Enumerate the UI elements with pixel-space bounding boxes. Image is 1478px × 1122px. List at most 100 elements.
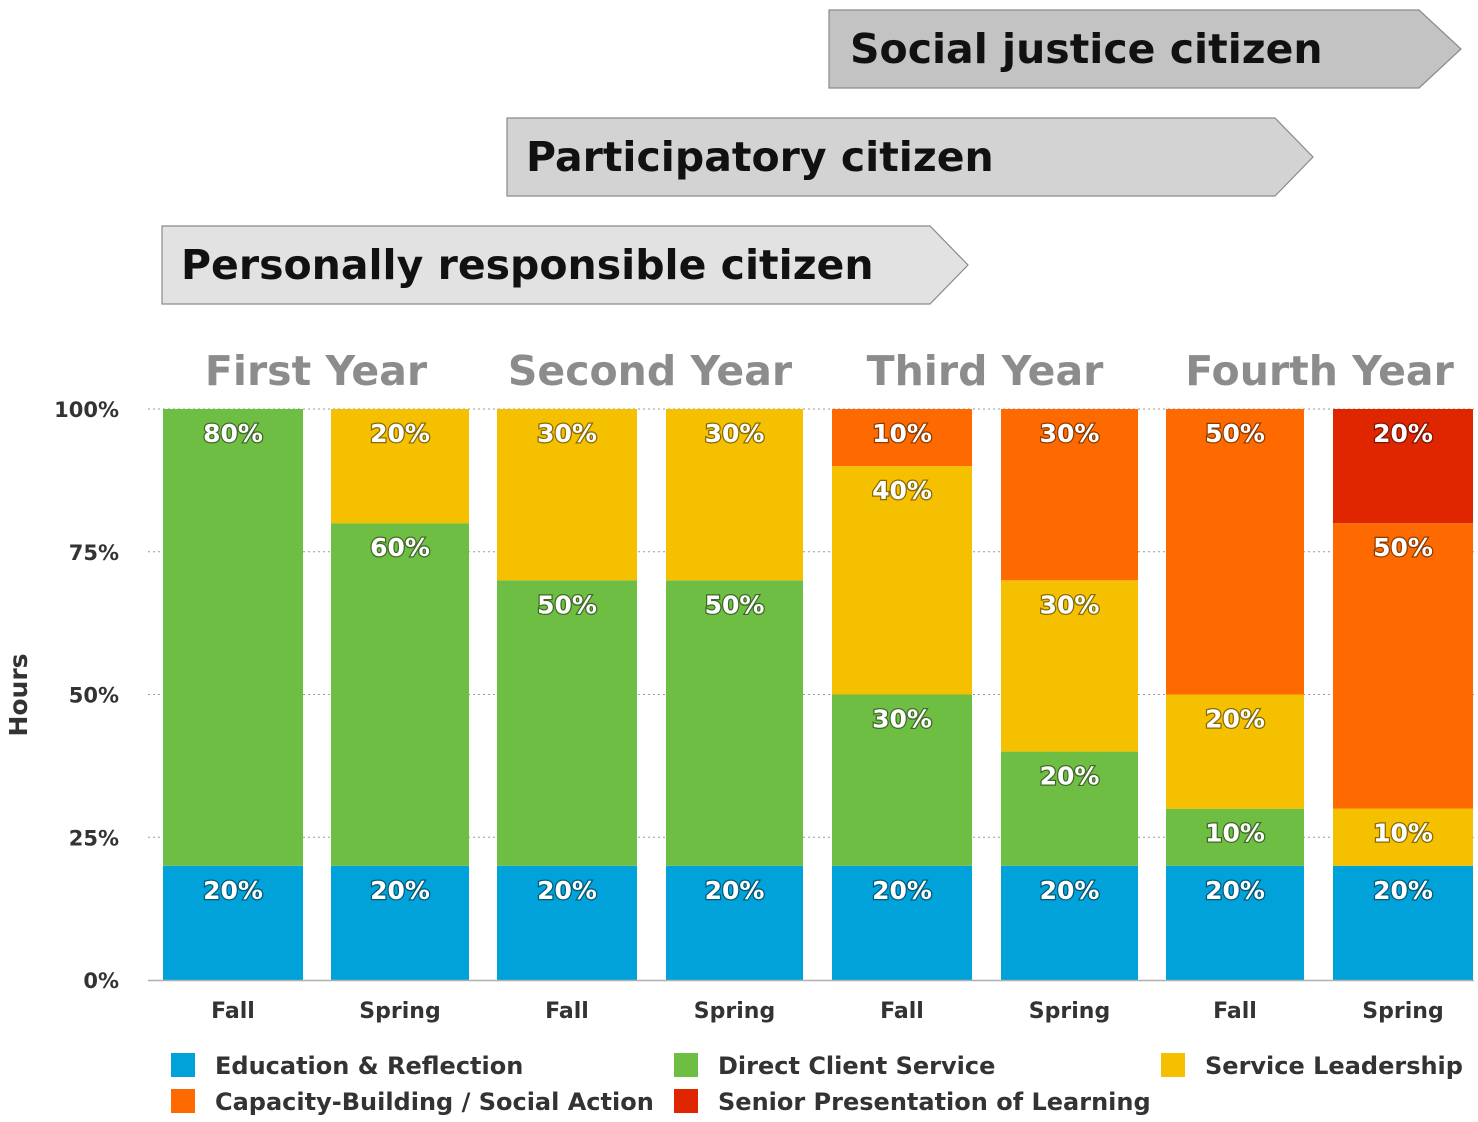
y-tick-label: 0% xyxy=(83,969,119,993)
bar-education-reflection xyxy=(163,865,303,980)
data-label: 10% xyxy=(872,419,932,448)
bar-capacity-building-social-action xyxy=(832,409,972,467)
x-tick-label: Spring xyxy=(1362,999,1443,1024)
x-tick-label: Spring xyxy=(694,999,775,1024)
data-label: 50% xyxy=(705,590,765,619)
bar-education-reflection xyxy=(1333,865,1473,980)
data-label: 20% xyxy=(705,876,765,905)
bar-capacity-building-social-action xyxy=(1333,523,1473,809)
data-label: 30% xyxy=(1040,590,1100,619)
y-axis-title: Hours xyxy=(4,653,33,736)
bar-direct-client-service xyxy=(497,580,637,866)
bar-service-leadership xyxy=(1001,580,1138,752)
data-label: 20% xyxy=(370,876,430,905)
bar-direct-client-service xyxy=(163,409,303,866)
arrow-participatory-citizen xyxy=(506,117,1314,197)
x-tick-label: Spring xyxy=(359,999,440,1024)
year-header-second-year: Second Year xyxy=(508,347,793,395)
x-tick-label: Fall xyxy=(880,999,924,1024)
bar-direct-client-service xyxy=(331,523,469,866)
bar-service-leadership xyxy=(1333,808,1473,866)
bar-capacity-building-social-action xyxy=(1001,409,1138,581)
x-tick-label: Spring xyxy=(1029,999,1110,1024)
legend-swatch xyxy=(1161,1053,1185,1077)
year-header-first-year: First Year xyxy=(205,347,428,395)
data-label: 60% xyxy=(370,533,430,562)
x-axis: Fall Spring Fall Spring Fall Spring Fall Spring xyxy=(148,979,1474,1024)
bar-service-leadership xyxy=(666,409,803,581)
data-label: 20% xyxy=(1205,705,1265,734)
arrow-label-personally-responsible-citizen: Personally responsible citizen xyxy=(181,241,874,289)
data-label: 20% xyxy=(203,876,263,905)
bar-education-reflection xyxy=(497,865,637,980)
data-label: 40% xyxy=(872,476,932,505)
legend-label: Service Leadership xyxy=(1205,1052,1463,1080)
bar-stack-7: 20% 10% 20% 50% xyxy=(1166,409,1304,980)
data-label: 50% xyxy=(537,590,597,619)
legend-item-education-reflection: Education & Reflection xyxy=(171,1052,523,1080)
x-tick-label: Fall xyxy=(211,999,255,1024)
data-label: 50% xyxy=(1205,419,1265,448)
data-label: 20% xyxy=(1040,876,1100,905)
y-tick-label: 25% xyxy=(69,826,119,850)
legend-swatch xyxy=(674,1053,698,1077)
year-header-fourth-year: Fourth Year xyxy=(1185,347,1454,395)
y-tick-label: 100% xyxy=(54,398,119,422)
data-label: 10% xyxy=(1373,819,1433,848)
legend-label: Senior Presentation of Learning xyxy=(718,1088,1151,1116)
year-headers: First Year Second Year Third Year Fourth Ye… xyxy=(205,347,1455,395)
bar-stack-2: 20% 60% 20% xyxy=(331,409,469,980)
bars: 20% 80% 20% 60% 20% 20% 50% 30% 20% 50% 30% 20% 30% 4… xyxy=(163,409,1473,980)
bar-stack-5: 20% 30% 40% 10% xyxy=(832,409,972,980)
arrow-label-social-justice-citizen: Social justice citizen xyxy=(850,25,1323,73)
bar-stack-6: 20% 20% 30% 30% xyxy=(1001,409,1138,980)
data-label: 20% xyxy=(1040,762,1100,791)
bar-direct-client-service xyxy=(666,580,803,866)
data-label: 20% xyxy=(872,876,932,905)
bar-capacity-building-social-action xyxy=(1166,409,1304,695)
bar-senior-presentation-of-learning xyxy=(1333,409,1473,524)
data-label: 20% xyxy=(1373,419,1433,448)
data-label: 30% xyxy=(1040,419,1100,448)
bar-education-reflection xyxy=(666,865,803,980)
data-label: 50% xyxy=(1373,533,1433,562)
data-label: 30% xyxy=(537,419,597,448)
bar-education-reflection xyxy=(832,865,972,980)
bar-education-reflection xyxy=(1166,865,1304,980)
legend-swatch xyxy=(171,1089,195,1113)
data-label: 10% xyxy=(1205,819,1265,848)
bar-service-leadership xyxy=(1166,694,1304,809)
x-tick-label: Fall xyxy=(545,999,589,1024)
legend-item-capacity-building-social-action: Capacity-Building / Social Action xyxy=(171,1088,654,1116)
legend: Education & Reflection Direct Client Serv… xyxy=(171,1052,1463,1116)
bar-stack-1: 20% 80% xyxy=(163,409,303,980)
bar-stack-4: 20% 50% 30% xyxy=(666,409,803,980)
data-label: 20% xyxy=(1205,876,1265,905)
legend-item-direct-client-service: Direct Client Service xyxy=(674,1052,995,1080)
legend-label: Education & Reflection xyxy=(215,1052,523,1080)
citizen-arrows: Social justice citizen Participatory citi… xyxy=(161,9,1462,305)
y-tick-label: 75% xyxy=(69,541,119,565)
data-label: 30% xyxy=(872,705,932,734)
bar-stack-8: 20% 10% 50% 20% xyxy=(1333,409,1473,980)
legend-label: Direct Client Service xyxy=(718,1052,995,1080)
legend-swatch xyxy=(674,1089,698,1113)
data-label: 20% xyxy=(370,419,430,448)
data-label: 20% xyxy=(537,876,597,905)
data-label: 20% xyxy=(1373,876,1433,905)
bar-service-leadership xyxy=(497,409,637,581)
bar-service-leadership xyxy=(832,466,972,695)
legend-item-senior-presentation-of-learning: Senior Presentation of Learning xyxy=(674,1088,1151,1116)
bar-direct-client-service xyxy=(1166,808,1304,866)
bar-service-leadership xyxy=(331,409,469,524)
data-label: 30% xyxy=(705,419,765,448)
legend-item-service-leadership: Service Leadership xyxy=(1161,1052,1463,1080)
arrow-personally-responsible-citizen xyxy=(161,225,969,305)
bar-direct-client-service xyxy=(1001,751,1138,866)
data-label: 80% xyxy=(203,419,263,448)
x-tick-label: Fall xyxy=(1213,999,1257,1024)
year-header-third-year: Third Year xyxy=(867,347,1104,395)
bar-education-reflection xyxy=(1001,865,1138,980)
y-axis: 0% 25% 50% 75% 100% Hours xyxy=(4,398,119,993)
